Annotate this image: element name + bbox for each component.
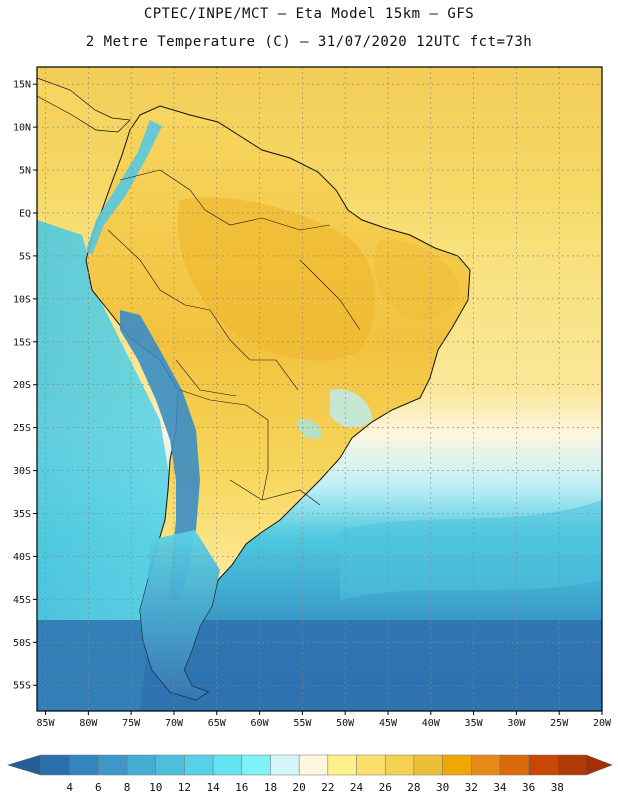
colorbar-label: 26 — [379, 781, 392, 794]
color-cell — [155, 754, 185, 776]
color-cell — [126, 754, 156, 776]
color-cell — [298, 754, 329, 776]
lat-tick-label: 40S — [13, 552, 31, 563]
color-cell — [499, 754, 529, 776]
andes-north — [86, 120, 162, 255]
lat-tick-label: 45S — [13, 595, 31, 606]
andes-south — [120, 310, 200, 600]
colorbar-label: 30 — [436, 781, 449, 794]
colorbar-label: 12 — [178, 781, 191, 794]
colorbar-label: 16 — [235, 781, 248, 794]
lon-tick-label: 80W — [79, 718, 98, 729]
lat-tick-label: 10N — [13, 123, 31, 134]
color-cell — [241, 754, 271, 776]
lat-tick-label: 35S — [13, 509, 31, 520]
lat-tick-label: 55S — [13, 681, 31, 692]
colorbar-label: 18 — [264, 781, 277, 794]
colorbar-label: 10 — [149, 781, 162, 794]
colorbar-label: 6 — [95, 781, 102, 794]
lat-tick-label: 10S — [13, 294, 31, 305]
southern-ocean — [37, 620, 602, 711]
lon-tick-label: 25W — [550, 718, 569, 729]
lat-tick-label: 20S — [13, 380, 31, 391]
color-cell — [40, 754, 70, 776]
color-cell — [69, 754, 99, 776]
lon-tick-label: 50W — [336, 718, 355, 729]
colorbar-label: 36 — [522, 781, 535, 794]
patagonia — [140, 530, 220, 700]
lon-tick-label: 30W — [507, 718, 526, 729]
temperature-map: 15N 10N 5N EQ 5S 10S 15S 20S 25S 30S 35S 40S 45S 50S 5… — [13, 66, 612, 729]
lat-tick-label: 5N — [19, 166, 31, 177]
lat-tick-label: 5S — [19, 251, 31, 262]
lon-tick-label: 60W — [251, 718, 270, 729]
color-cell — [270, 754, 300, 776]
lon-tick-label: 45W — [379, 718, 398, 729]
color-cell — [327, 754, 357, 776]
color-scale-bar: 4 6 8 10 12 14 16 18 20 22 24 26 28 30 32 34 36 38 — [6, 754, 613, 794]
lon-tick-label: 20W — [593, 718, 612, 729]
colorbar-label: 38 — [551, 781, 564, 794]
se-brazil-cool — [330, 389, 372, 428]
color-cell — [471, 754, 501, 776]
colorbar-label: 34 — [493, 781, 507, 794]
colorbar-label: 4 — [66, 781, 73, 794]
color-cell — [356, 754, 386, 776]
map-frame — [36, 66, 603, 712]
color-cell — [557, 754, 587, 776]
color-cell — [184, 754, 214, 776]
lon-tick-label: 70W — [165, 718, 184, 729]
warm-interior — [177, 197, 376, 361]
lat-tick-label: 15S — [13, 337, 31, 348]
lon-tick-label: 55W — [293, 718, 312, 729]
atlantic-cool-band — [340, 500, 602, 600]
longitude-axis: 85W 80W 75W 70W 65W 60W 55W 50W 45W 40W 35W 30W 25W 2… — [37, 711, 612, 729]
colorbar-label: 8 — [124, 781, 131, 794]
color-cell — [528, 754, 558, 776]
lat-tick-label: 30S — [13, 466, 31, 477]
lat-tick-label: 15N — [13, 80, 31, 91]
color-cell — [384, 754, 415, 776]
high-arrow — [585, 754, 613, 776]
color-cell — [212, 754, 243, 776]
colorbar-label: 22 — [321, 781, 334, 794]
title-line-1: CPTEC/INPE/MCT – Eta Model 15km – GFS — [143, 6, 475, 22]
lat-tick-label: 25S — [13, 423, 31, 434]
lon-tick-label: 85W — [37, 718, 56, 729]
map-field — [37, 67, 602, 711]
color-cell — [413, 754, 443, 776]
colorbar-label: 14 — [206, 781, 220, 794]
colorbar-label: 28 — [407, 781, 420, 794]
lon-tick-label: 65W — [208, 718, 227, 729]
central-america — [37, 77, 131, 133]
lon-tick-label: 35W — [465, 718, 484, 729]
graticule — [37, 67, 602, 711]
lon-tick-label: 40W — [422, 718, 441, 729]
latitude-axis: 15N 10N 5N EQ 5S 10S 15S 20S 25S 30S 35S 40S 45S 50S 5… — [13, 80, 37, 692]
northeast-warm — [374, 239, 460, 321]
colorbar-label: 32 — [465, 781, 478, 794]
color-cell — [442, 754, 472, 776]
country-borders — [107, 169, 361, 506]
south-brazil-cool — [297, 419, 322, 440]
lat-tick-label: 50S — [13, 638, 31, 649]
pacific-cool-band — [37, 220, 170, 711]
color-cell — [98, 754, 128, 776]
lat-tick-label: EQ — [19, 208, 31, 219]
colorbar-label: 20 — [293, 781, 306, 794]
low-arrow — [6, 754, 42, 776]
lon-tick-label: 75W — [122, 718, 141, 729]
title-line-2: 2 Metre Temperature (C) – 31/07/2020 12U… — [85, 34, 533, 50]
colorbar-label: 24 — [350, 781, 364, 794]
